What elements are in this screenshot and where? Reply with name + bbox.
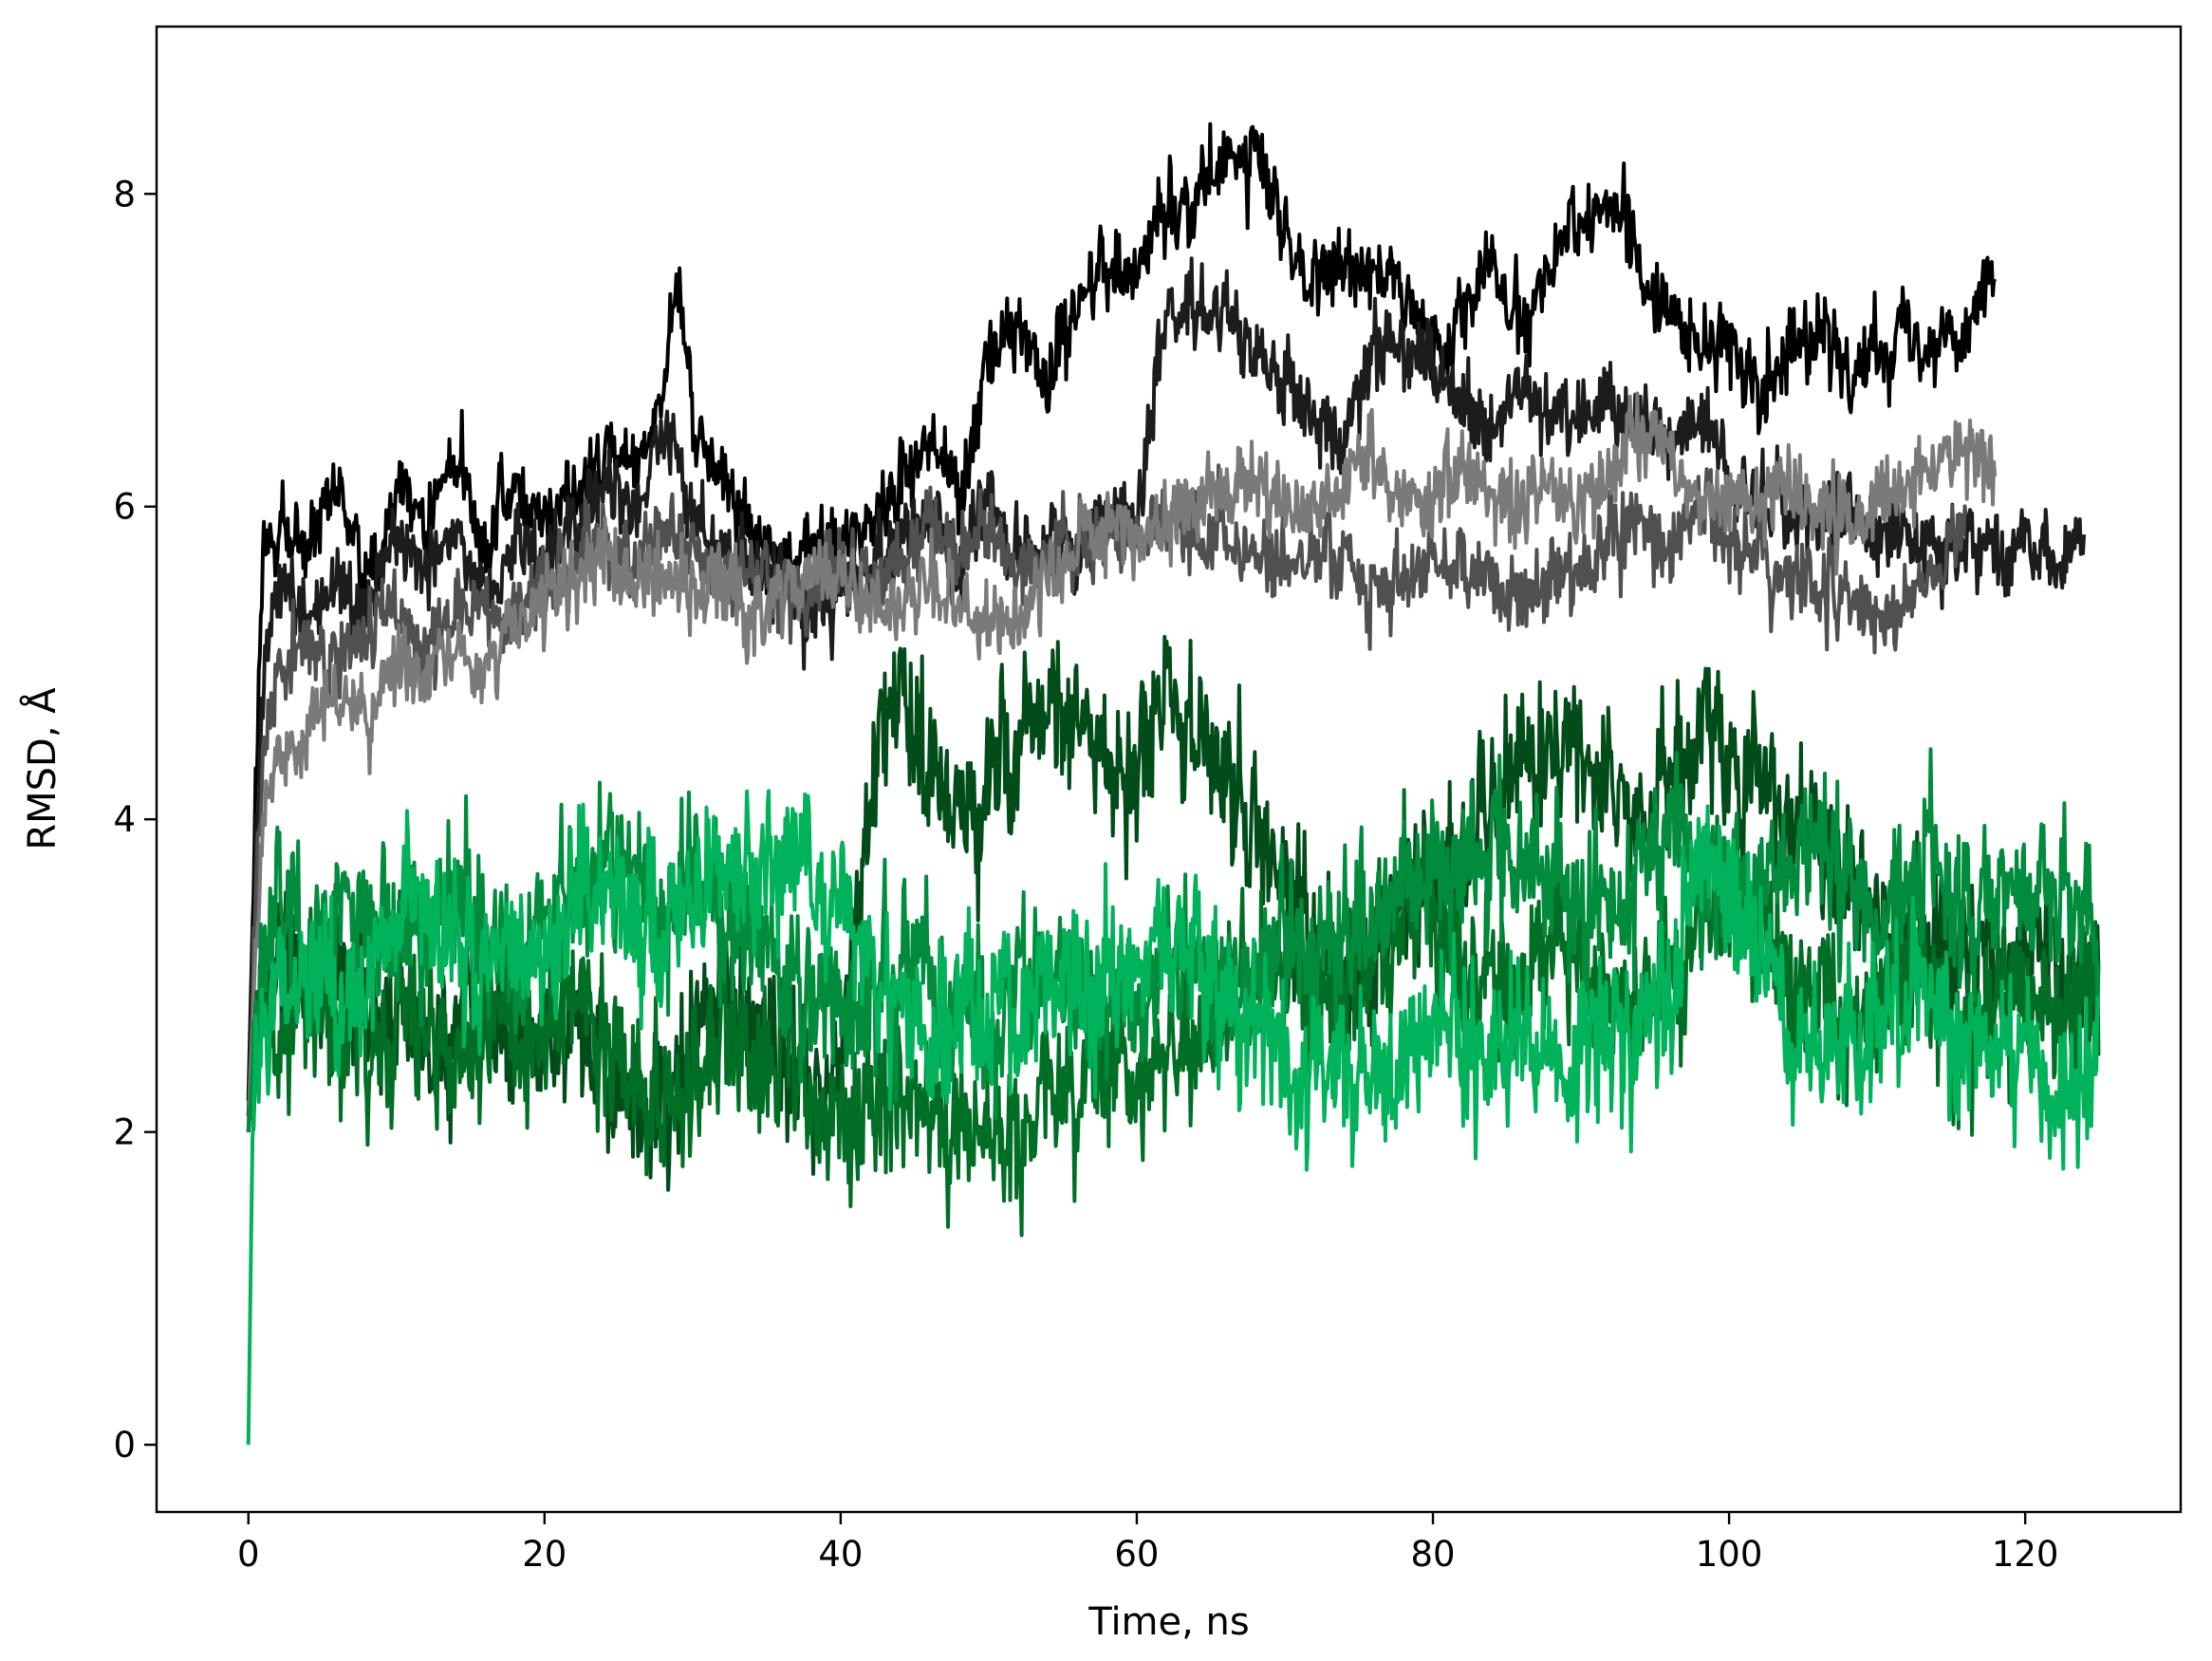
x-tick-label: 0 bbox=[237, 1534, 260, 1575]
x-tick-label: 120 bbox=[1992, 1534, 2059, 1575]
y-tick-label: 6 bbox=[113, 487, 136, 528]
x-tick-label: 20 bbox=[522, 1534, 567, 1575]
x-tick-label: 100 bbox=[1696, 1534, 1763, 1575]
y-tick-label: 2 bbox=[113, 1112, 136, 1153]
series-line-1 bbox=[246, 121, 1998, 1101]
y-tick-label: 0 bbox=[113, 1425, 136, 1465]
series-layer bbox=[246, 121, 2101, 1446]
x-tick-label: 60 bbox=[1114, 1534, 1159, 1575]
x-axis-label: Time, ns bbox=[1087, 1600, 1250, 1644]
y-axis: 0 2 4 6 8 bbox=[113, 174, 157, 1465]
series-line-8 bbox=[246, 789, 2100, 1446]
x-axis: 0 20 40 60 80 100 120 bbox=[237, 1512, 2059, 1575]
series-line-4 bbox=[246, 391, 1998, 1132]
y-axis-label: RMSD, Å bbox=[19, 687, 65, 850]
plot-frame bbox=[155, 25, 2183, 1514]
y-tick-label: 8 bbox=[113, 174, 136, 215]
x-tick-label: 80 bbox=[1410, 1534, 1455, 1575]
x-tick-label: 40 bbox=[818, 1534, 863, 1575]
y-tick-label: 4 bbox=[113, 799, 136, 840]
